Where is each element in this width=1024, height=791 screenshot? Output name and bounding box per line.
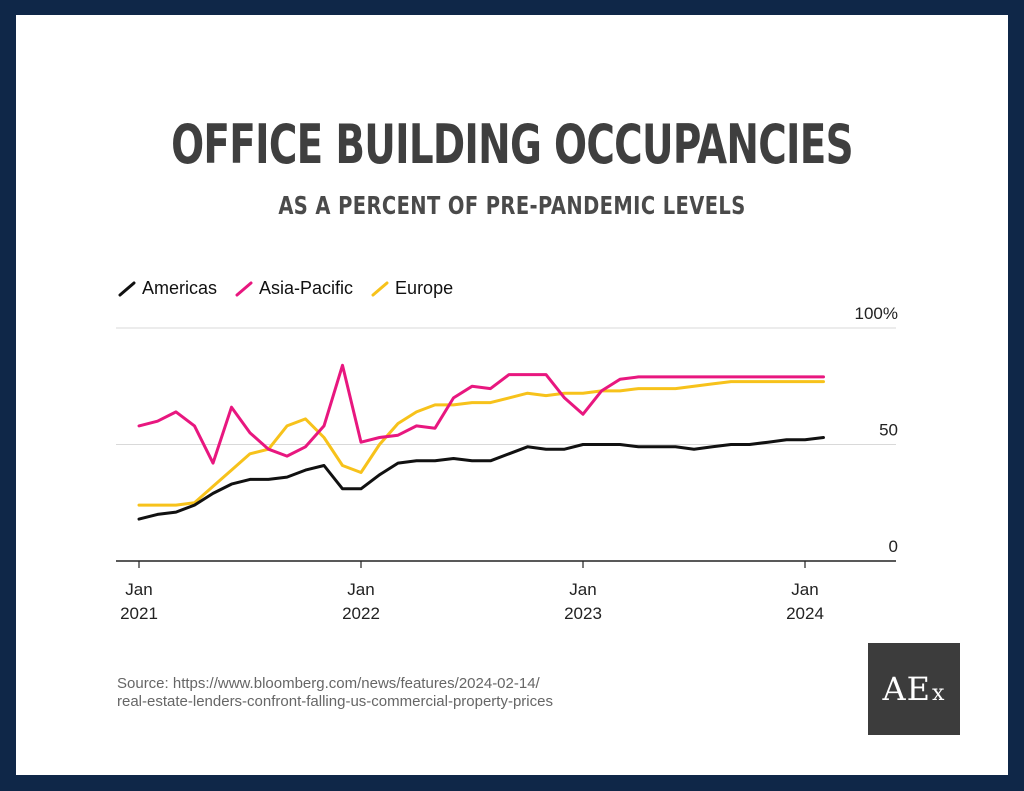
source-line-1: Source: https://www.bloomberg.com/news/f… <box>117 675 540 692</box>
x-tick-month-2022: Jan <box>347 580 374 599</box>
line-chart: 100% 50 0 Jan 2021 Jan 2022 Jan 2023 Jan 2024 <box>116 304 898 623</box>
x-tick-year-2022: 2022 <box>342 604 380 623</box>
x-tick-month-2023: Jan <box>569 580 596 599</box>
x-tick-year-2021: 2021 <box>120 604 158 623</box>
chart-title: OFFICE BUILDING OCCUPANCIES <box>171 113 854 176</box>
y-tick-label-0: 0 <box>889 537 898 556</box>
x-tick-year-2023: 2023 <box>564 604 602 623</box>
x-tick-month-2024: Jan <box>791 580 818 599</box>
logo-main-text: AE <box>882 670 932 708</box>
source-note: Source: https://www.bloomberg.com/news/f… <box>117 675 553 711</box>
y-tick-label-100: 100% <box>855 304 898 323</box>
legend-item-asia-pacific: Asia-Pacific <box>233 277 353 299</box>
legend-item-americas: Americas <box>116 277 217 299</box>
x-tick-month-2021: Jan <box>125 580 152 599</box>
y-tick-label-50: 50 <box>879 421 898 440</box>
legend: Americas Asia-Pacific Europe <box>116 277 469 299</box>
legend-item-europe: Europe <box>369 277 453 299</box>
chart-card: OFFICE BUILDING OCCUPANCIES AS A PERCENT… <box>16 15 1008 775</box>
legend-label-americas: Americas <box>142 277 218 298</box>
aex-logo: AE x <box>868 643 960 735</box>
series-line-americas <box>137 436 825 521</box>
series-line-asia-pacific <box>137 363 825 465</box>
legend-label-europe: Europe <box>395 277 454 298</box>
source-line-2: real-estate-lenders-confront-falling-us-… <box>117 693 553 710</box>
x-tick-year-2024: 2024 <box>786 604 824 623</box>
logo-sub-text: x <box>932 680 946 706</box>
legend-swatch-asia-pacific <box>235 281 253 297</box>
legend-label-asia-pacific: Asia-Pacific <box>259 277 354 298</box>
chart-subtitle: AS A PERCENT OF PRE-PANDEMIC LEVELS <box>278 191 746 220</box>
legend-swatch-americas <box>118 281 136 297</box>
legend-swatch-europe <box>371 281 389 297</box>
series-line-europe <box>137 380 825 507</box>
